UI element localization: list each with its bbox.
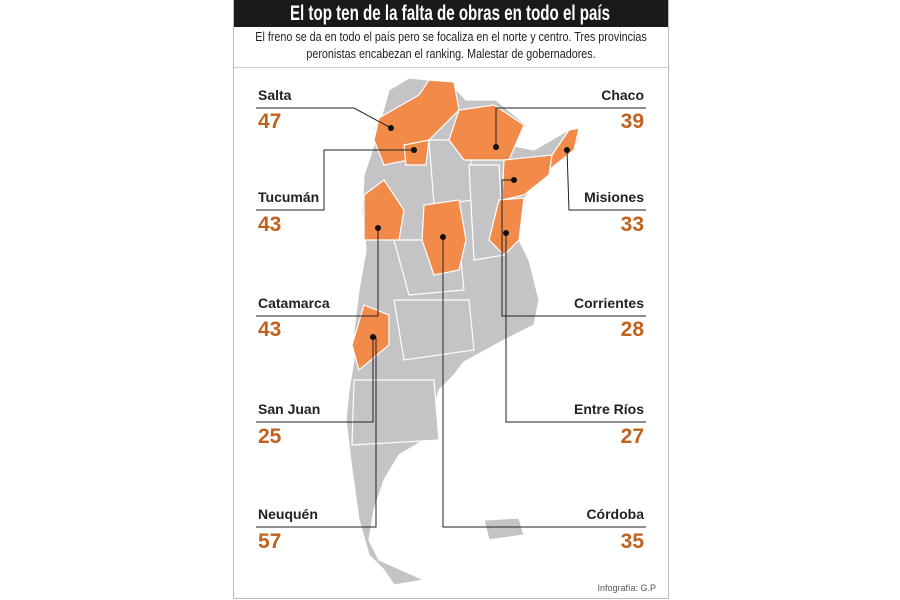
- province-catamarca: [363, 179, 405, 241]
- value-catamarca: 43: [258, 318, 282, 341]
- value-tucuman: 43: [258, 213, 282, 236]
- argentina-map: [256, 77, 646, 586]
- label-san-juan: San Juan: [258, 401, 321, 417]
- leader-line-chaco: [495, 107, 646, 147]
- leader-line-san-juan: [256, 337, 374, 423]
- marker-dot: [440, 234, 446, 240]
- subtitle: El freno se da en todo el país pero se f…: [255, 30, 647, 61]
- leader-line-tucuman: [256, 149, 414, 211]
- label-chaco: Chaco: [601, 87, 644, 103]
- leader-line-entre-rios: [505, 233, 646, 423]
- value-entre-rios: 27: [620, 425, 644, 448]
- leader-line-catamarca: [256, 228, 379, 317]
- label-neuquen: Neuquén: [258, 506, 318, 522]
- value-corrientes: 28: [620, 318, 644, 341]
- label-cordoba: Córdoba: [586, 506, 644, 522]
- label-entre-rios: Entre Ríos: [573, 401, 644, 417]
- province-corrientes: [501, 154, 553, 201]
- province-salta: [373, 79, 460, 166]
- map-province: [483, 517, 525, 541]
- marker-dot: [511, 177, 517, 183]
- value-neuquen: 57: [258, 530, 282, 553]
- divider: [234, 67, 668, 68]
- leader-line-neuquen: [256, 337, 377, 528]
- province-tucuman: [403, 139, 430, 166]
- map-province: [393, 299, 475, 361]
- province-entre-rios: [488, 197, 525, 256]
- marker-dot: [388, 125, 394, 131]
- marker-dot: [370, 334, 376, 340]
- value-chaco: 39: [620, 110, 644, 133]
- value-san-juan: 25: [258, 425, 282, 448]
- marker-dot: [493, 144, 499, 150]
- marker-dot: [411, 147, 417, 153]
- label-salta: Salta: [258, 87, 292, 103]
- label-tucuman: Tucumán: [258, 189, 320, 205]
- title-bar: El top ten de la falta de obras en todo …: [234, 0, 668, 27]
- label-corrientes: Corrientes: [573, 295, 644, 311]
- infographic: El top ten de la falta de obras en todo …: [233, 0, 669, 599]
- leader-line-corrientes: [501, 179, 646, 317]
- leader-line-misiones: [566, 149, 646, 211]
- value-cordoba: 35: [620, 530, 644, 553]
- value-salta: 47: [258, 110, 282, 133]
- marker-dot: [564, 147, 570, 153]
- title: El top ten de la falta de obras en todo …: [289, 2, 611, 25]
- value-misiones: 33: [620, 213, 644, 236]
- marker-dot: [503, 230, 509, 236]
- label-catamarca: Catamarca: [258, 295, 330, 311]
- label-misiones: Misiones: [584, 189, 644, 205]
- leader-line-salta: [256, 107, 392, 129]
- marker-dot: [375, 225, 381, 231]
- credit: Infografía: G.P: [597, 583, 656, 593]
- leader-line-cordoba: [442, 237, 646, 528]
- map-province: [351, 379, 440, 446]
